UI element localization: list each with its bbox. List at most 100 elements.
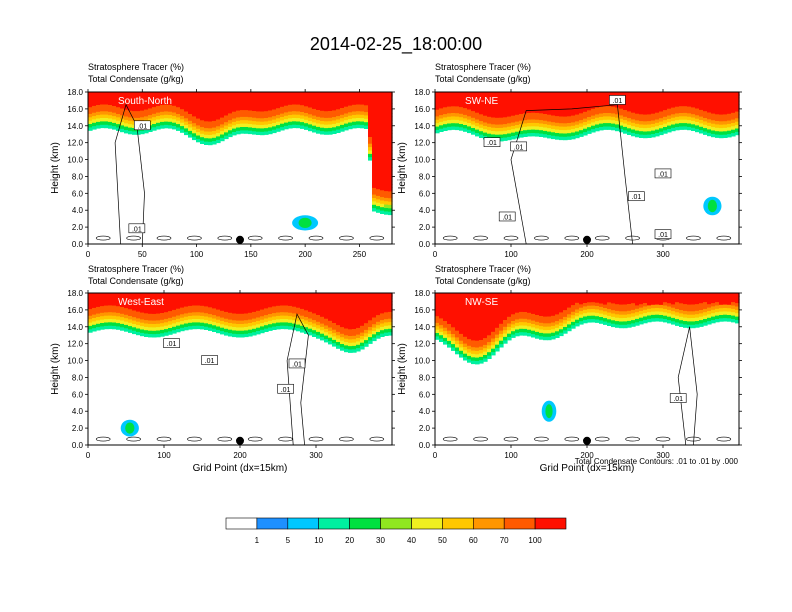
tracer-cell bbox=[280, 113, 285, 117]
tracer-cell bbox=[639, 293, 644, 297]
tracer-cell bbox=[348, 318, 353, 323]
tracer-cell bbox=[368, 126, 373, 131]
tracer-cell bbox=[372, 156, 377, 161]
tracer-cell bbox=[372, 337, 377, 342]
tracer-cell bbox=[527, 98, 532, 103]
tracer-cell bbox=[451, 125, 456, 130]
tracer-cell bbox=[551, 125, 556, 129]
tracer-cell bbox=[479, 134, 484, 138]
tracer-cell bbox=[360, 304, 365, 309]
tracer-cell bbox=[443, 333, 448, 338]
tracer-cell bbox=[104, 311, 109, 316]
tracer-cell bbox=[439, 97, 444, 102]
tracer-cell bbox=[156, 306, 161, 311]
tracer-cell bbox=[499, 296, 504, 301]
tracer-cell bbox=[591, 301, 596, 306]
tracer-cell bbox=[368, 119, 373, 124]
tracer-cell bbox=[92, 125, 97, 130]
tracer-cell bbox=[348, 335, 353, 340]
tracer-cell bbox=[655, 112, 660, 117]
tracer-cell bbox=[308, 304, 313, 309]
tracer-cell bbox=[348, 328, 353, 333]
tracer-cell bbox=[643, 120, 648, 125]
y-tick-label: 8.0 bbox=[72, 373, 84, 382]
condensate-contour bbox=[278, 235, 293, 241]
tracer-cell bbox=[707, 320, 712, 325]
tracer-cell bbox=[260, 312, 265, 317]
tracer-cell bbox=[212, 123, 217, 128]
tracer-cell bbox=[659, 300, 664, 305]
tracer-cell bbox=[555, 296, 560, 301]
tracer-cell bbox=[587, 301, 592, 306]
tracer-cell bbox=[487, 109, 492, 114]
tracer-cell bbox=[276, 117, 281, 122]
tracer-cell bbox=[196, 293, 201, 297]
tracer-cell bbox=[212, 96, 217, 101]
tracer-cell bbox=[715, 127, 720, 132]
colorbar-label: 5 bbox=[286, 536, 291, 545]
tracer-cell bbox=[380, 312, 385, 317]
tracer-cell bbox=[200, 322, 205, 326]
tracer-cell bbox=[108, 101, 113, 105]
tracer-cell bbox=[344, 106, 349, 111]
tracer-cell bbox=[531, 125, 536, 130]
condensate-contour bbox=[625, 436, 640, 442]
tracer-cell bbox=[388, 130, 393, 134]
tracer-cell bbox=[344, 123, 349, 127]
tracer-cell bbox=[324, 328, 329, 333]
tracer-cell bbox=[563, 329, 568, 334]
tracer-cell bbox=[679, 92, 684, 96]
tracer-cell bbox=[699, 129, 704, 134]
tracer-cell bbox=[555, 115, 560, 120]
tracer-cell bbox=[459, 346, 464, 351]
tracer-cell bbox=[184, 306, 189, 310]
tracer-cell bbox=[631, 309, 636, 314]
tracer-cell bbox=[483, 105, 488, 109]
tracer-cell bbox=[555, 317, 560, 322]
tracer-cell bbox=[264, 127, 269, 132]
tracer-cell bbox=[112, 311, 117, 316]
tracer-cell bbox=[388, 297, 393, 302]
tracer-cell bbox=[212, 120, 217, 125]
tracer-cell bbox=[372, 310, 377, 315]
tracer-cell bbox=[168, 313, 173, 318]
tracer-cell bbox=[435, 98, 440, 103]
tracer-cell bbox=[152, 293, 157, 297]
tracer-cell bbox=[388, 180, 393, 185]
tracer-cell bbox=[583, 94, 588, 99]
tracer-cell bbox=[459, 103, 464, 108]
tracer-cell bbox=[471, 117, 476, 122]
tracer-cell bbox=[635, 123, 640, 128]
tracer-cell bbox=[356, 107, 361, 112]
tracer-cell bbox=[435, 308, 440, 313]
condensate-contour bbox=[594, 235, 610, 241]
tracer-cell bbox=[463, 127, 468, 132]
tracer-cell bbox=[336, 108, 341, 113]
tracer-cell bbox=[667, 309, 672, 314]
tracer-cell bbox=[679, 309, 684, 314]
tracer-cell bbox=[579, 313, 584, 318]
tracer-cell bbox=[543, 319, 548, 324]
tracer-cell bbox=[655, 307, 660, 312]
tracer-cell bbox=[727, 311, 732, 315]
tracer-cell bbox=[204, 97, 209, 102]
x-tick-label: 100 bbox=[504, 451, 518, 460]
tracer-cell bbox=[300, 328, 305, 333]
tracer-cell bbox=[691, 96, 696, 101]
tracer-cell bbox=[112, 92, 117, 96]
tracer-cell bbox=[451, 296, 456, 301]
tracer-cell bbox=[575, 107, 580, 112]
tracer-cell bbox=[116, 96, 121, 101]
tracer-cell bbox=[615, 296, 620, 301]
tracer-cell bbox=[348, 118, 353, 123]
tracer-cell bbox=[176, 120, 181, 125]
tracer-cell bbox=[380, 316, 385, 321]
tracer-cell bbox=[296, 317, 301, 322]
tracer-cell bbox=[368, 339, 373, 344]
tracer-cell bbox=[503, 136, 508, 141]
tracer-cell bbox=[519, 106, 524, 111]
tracer-cell bbox=[459, 336, 464, 341]
tracer-cell bbox=[288, 121, 293, 126]
tracer-cell bbox=[288, 293, 293, 297]
tracer-cell bbox=[567, 122, 572, 127]
